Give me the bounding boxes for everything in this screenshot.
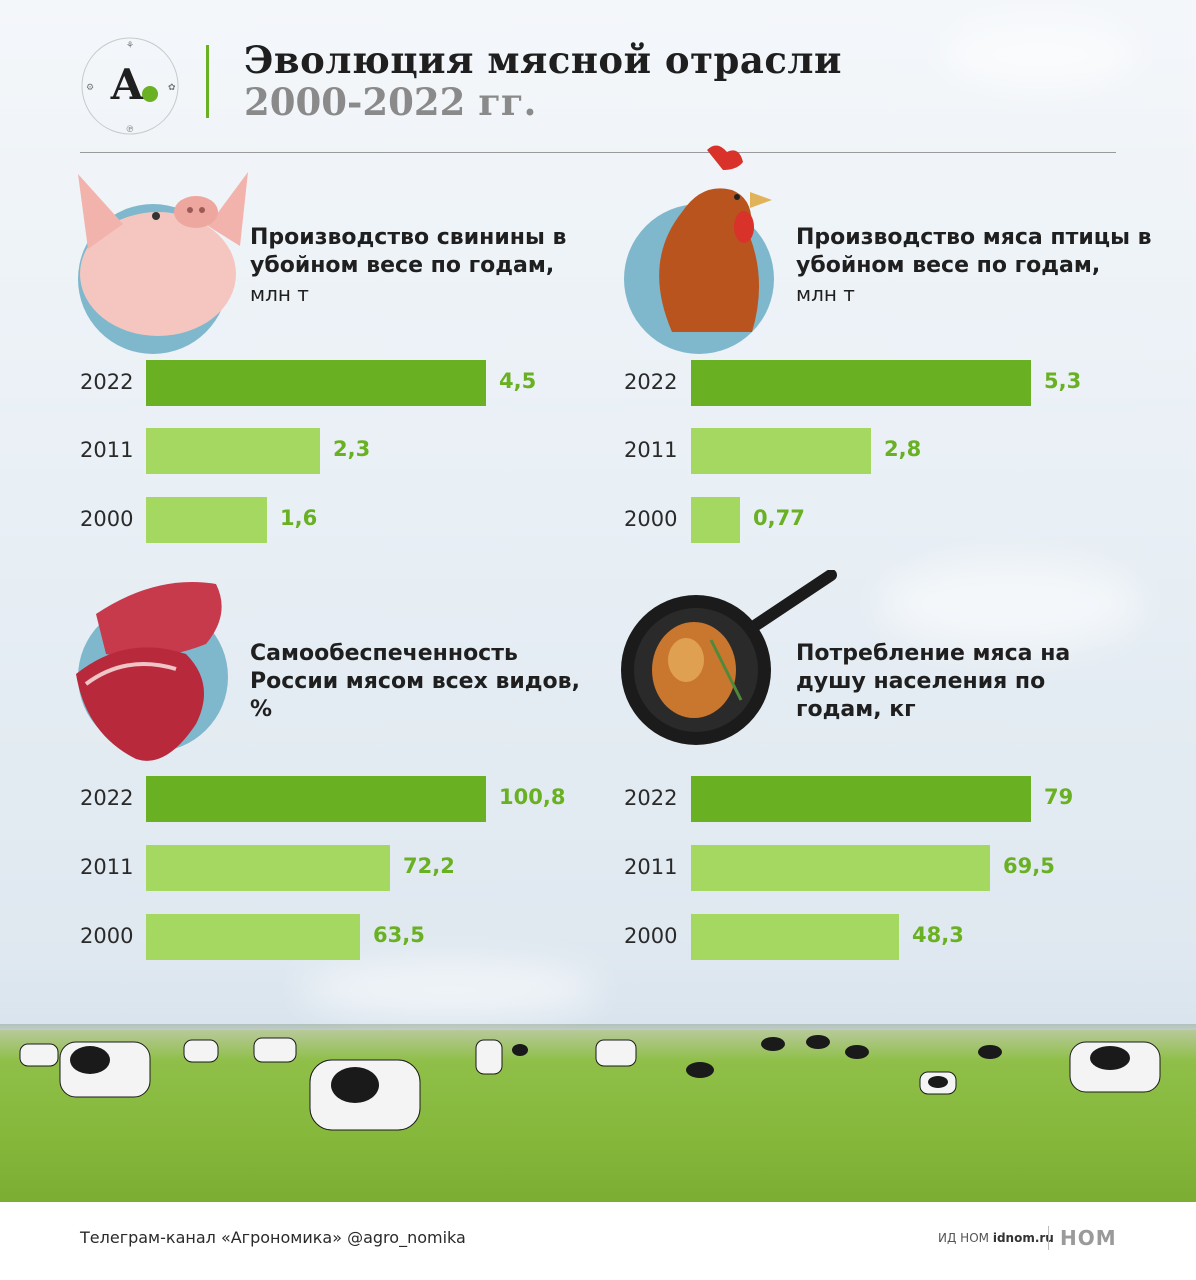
year-label: 2011 (624, 438, 678, 462)
year-label: 2022 (624, 370, 678, 394)
value-label: 1,6 (280, 506, 318, 530)
value-label: 2,8 (884, 437, 922, 461)
meadow-photo (0, 1030, 1196, 1202)
bar (691, 845, 990, 891)
year-label: 2011 (624, 855, 678, 879)
header-divider (206, 45, 209, 118)
year-label: 2000 (624, 507, 678, 531)
page-title: Эволюция мясной отрасли (244, 38, 842, 82)
nom-brand-logo: НОМ (1060, 1226, 1117, 1250)
svg-text:⚙: ⚙ (86, 83, 94, 93)
header-rule (80, 152, 1116, 153)
publisher-info: ИД НОМ idnom.ru (938, 1231, 1054, 1245)
cloud (940, 20, 1140, 90)
bar (146, 776, 486, 822)
value-label: 63,5 (373, 923, 425, 947)
value-label: 48,3 (912, 923, 964, 947)
svg-text:⚘: ⚘ (126, 41, 134, 51)
year-label: 2000 (80, 507, 134, 531)
chart-pork: Производство свинины в убойном весе по г… (78, 162, 598, 392)
value-label: 0,77 (753, 506, 805, 530)
treeline (0, 1024, 1196, 1034)
cows-illustration (19, 1035, 1161, 1131)
footer-divider (1048, 1226, 1049, 1250)
year-label: 2022 (624, 786, 678, 810)
bar (691, 776, 1031, 822)
bar (691, 497, 740, 543)
year-label: 2000 (80, 924, 134, 948)
value-label: 5,3 (1044, 369, 1082, 393)
value-label: 79 (1044, 785, 1074, 809)
chart-heading: Самообеспеченность России мясом всех вид… (250, 641, 580, 722)
page-subtitle: 2000-2022 гг. (244, 80, 537, 124)
bar (146, 497, 267, 543)
agronomika-logo: A ⚘ ℗ ⚙ ✿ (81, 37, 179, 135)
bar (691, 914, 899, 960)
year-label: 2022 (80, 786, 134, 810)
chart-heading: Производство свинины в убойном весе по г… (250, 225, 567, 306)
telegram-channel-link[interactable]: Телеграм-канал «Агрономика» @agro_nomika (80, 1228, 466, 1247)
value-label: 100,8 (499, 785, 566, 809)
value-label: 4,5 (499, 369, 537, 393)
publisher-site-link[interactable]: idnom.ru (992, 1231, 1054, 1245)
chart-consumption: Потребление мяса на душу населения по го… (621, 570, 1144, 808)
chart-poultry: Производство мяса птицы в убойном весе п… (624, 145, 1152, 392)
chart-self-sufficiency: Самообеспеченность России мясом всех вид… (76, 578, 598, 808)
bar (691, 360, 1031, 406)
svg-text:✿: ✿ (168, 83, 176, 93)
bar (146, 845, 390, 891)
raw-meat-icon (76, 582, 222, 761)
value-label: 72,2 (403, 854, 455, 878)
svg-text:℗: ℗ (126, 125, 135, 135)
footer: Телеграм-канал «Агрономика» @agro_nomika… (0, 1202, 1196, 1280)
value-label: 69,5 (1003, 854, 1055, 878)
svg-text:A: A (110, 60, 145, 109)
chart-heading: Потребление мяса на душу населения по го… (796, 641, 1071, 722)
year-label: 2011 (80, 438, 134, 462)
bar (146, 428, 320, 474)
pig-icon (78, 172, 248, 336)
frying-pan-icon (621, 570, 837, 745)
publisher-name: ИД НОМ (938, 1231, 989, 1245)
bar (146, 914, 360, 960)
chicken-icon (659, 145, 772, 332)
value-label: 2,3 (333, 437, 371, 461)
chart-heading: Производство мяса птицы в убойном весе п… (796, 225, 1152, 306)
cloud (300, 960, 600, 1020)
bar (146, 360, 486, 406)
year-label: 2000 (624, 924, 678, 948)
year-label: 2011 (80, 855, 134, 879)
bar (691, 428, 871, 474)
year-label: 2022 (80, 370, 134, 394)
cloud (880, 560, 1140, 650)
